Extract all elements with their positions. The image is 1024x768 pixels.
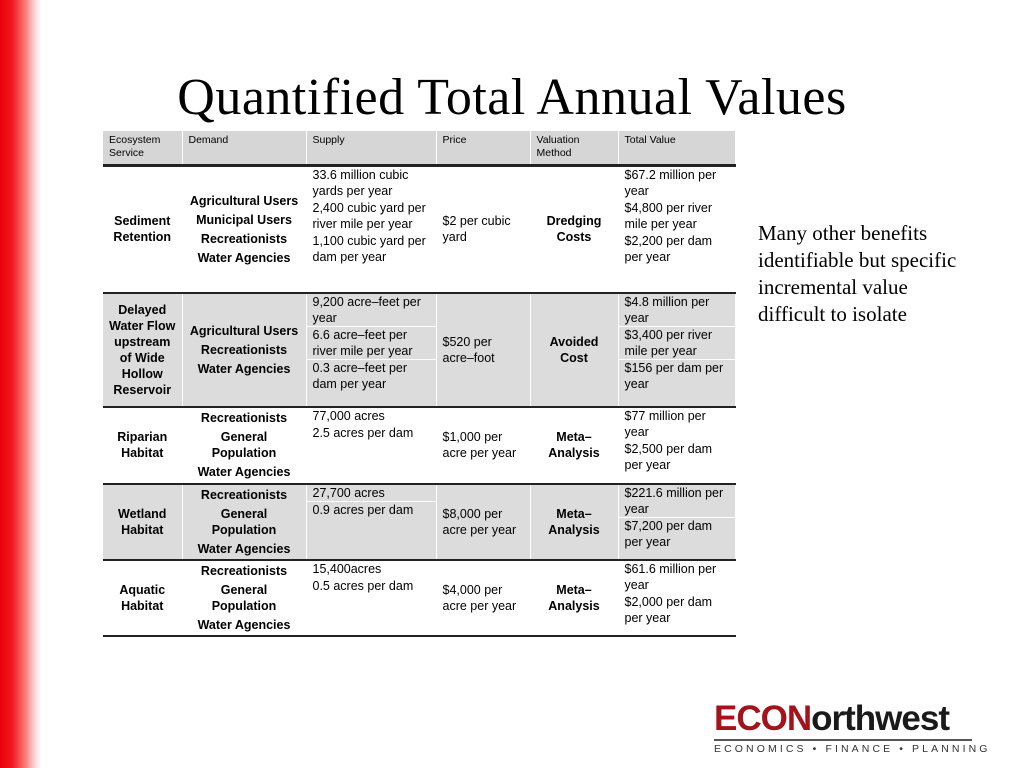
total-value-cell: $4.8 million per year $3,400 per river m… xyxy=(618,292,736,408)
method-cell: Meta– Analysis xyxy=(530,559,619,637)
supply-cell: 33.6 million cubic yards per year 2,400 … xyxy=(306,165,437,294)
demand-cell: Recreationists General Population Water … xyxy=(182,406,307,485)
logo-wordmark: ECONorthwest xyxy=(714,700,972,738)
demand-cell: Recreationists General Population Water … xyxy=(182,559,307,637)
logo-econ: ECON xyxy=(714,699,812,738)
price-cell: $2 per cubic yard xyxy=(436,165,531,294)
supply-cell: 27,700 acres 0.9 acres per dam xyxy=(306,483,437,561)
total-value-cell: $67.2 million per year $4,800 per river … xyxy=(618,165,736,294)
supply-cell: 9,200 acre–feet per year 6.6 acre–feet p… xyxy=(306,292,437,408)
table-row: Wetland Habitat Recreationists General P… xyxy=(103,483,736,561)
total-value-cell: $221.6 million per year $7,200 per dam p… xyxy=(618,483,736,561)
logo-tagline: ECONOMICS • FINANCE • PLANNING xyxy=(714,739,987,755)
price-cell: $8,000 per acre per year xyxy=(436,483,531,561)
header-ecosystem-service: Ecosystem Service xyxy=(103,131,183,167)
red-gradient-bar xyxy=(0,0,42,768)
price-cell: $4,000 per acre per year xyxy=(436,559,531,637)
total-value-cell: $61.6 million per year $2,000 per dam pe… xyxy=(618,559,736,637)
header-supply: Supply xyxy=(306,131,437,167)
supply-cell: 77,000 acres 2.5 acres per dam xyxy=(306,406,437,485)
header-price: Price xyxy=(436,131,531,167)
values-table: Ecosystem Service Demand Supply Price Va… xyxy=(103,131,736,637)
table-row: Delayed Water Flow upstream of Wide Holl… xyxy=(103,292,736,408)
method-cell: Dredging Costs xyxy=(530,165,619,294)
service-cell: Wetland Habitat xyxy=(103,483,183,561)
service-cell: Aquatic Habitat xyxy=(103,559,183,637)
supply-cell: 15,400acres 0.5 acres per dam xyxy=(306,559,437,637)
table-row: Aquatic Habitat Recreationists General P… xyxy=(103,559,736,637)
price-cell: $1,000 per acre per year xyxy=(436,406,531,485)
demand-cell: Recreationists General Population Water … xyxy=(182,483,307,561)
header-total-value: Total Value xyxy=(618,131,736,167)
method-cell: Meta– Analysis xyxy=(530,483,619,561)
service-cell: Sediment Retention xyxy=(103,165,183,294)
econorthwest-logo: ECONorthwest ECONOMICS • FINANCE • PLANN… xyxy=(714,700,987,755)
total-value-cell: $77 million per year $2,500 per dam per … xyxy=(618,406,736,485)
table-header-row: Ecosystem Service Demand Supply Price Va… xyxy=(103,131,736,167)
slide-title: Quantified Total Annual Values xyxy=(177,69,847,126)
method-cell: Avoided Cost xyxy=(530,292,619,408)
side-note: Many other benefits identifiable but spe… xyxy=(758,221,957,326)
price-cell: $520 per acre–foot xyxy=(436,292,531,408)
service-cell: Riparian Habitat xyxy=(103,406,183,485)
table-row: Sediment Retention Agricultural Users Mu… xyxy=(103,165,736,294)
method-cell: Meta– Analysis xyxy=(530,406,619,485)
table-row: Riparian Habitat Recreationists General … xyxy=(103,406,736,485)
header-demand: Demand xyxy=(182,131,307,167)
header-valuation-method: Valuation Method xyxy=(530,131,619,167)
logo-orthwest: orthwest xyxy=(811,699,950,738)
demand-cell: Agricultural Users Recreationists Water … xyxy=(182,292,307,408)
service-cell: Delayed Water Flow upstream of Wide Holl… xyxy=(103,292,183,408)
demand-cell: Agricultural Users Municipal Users Recre… xyxy=(182,165,307,294)
